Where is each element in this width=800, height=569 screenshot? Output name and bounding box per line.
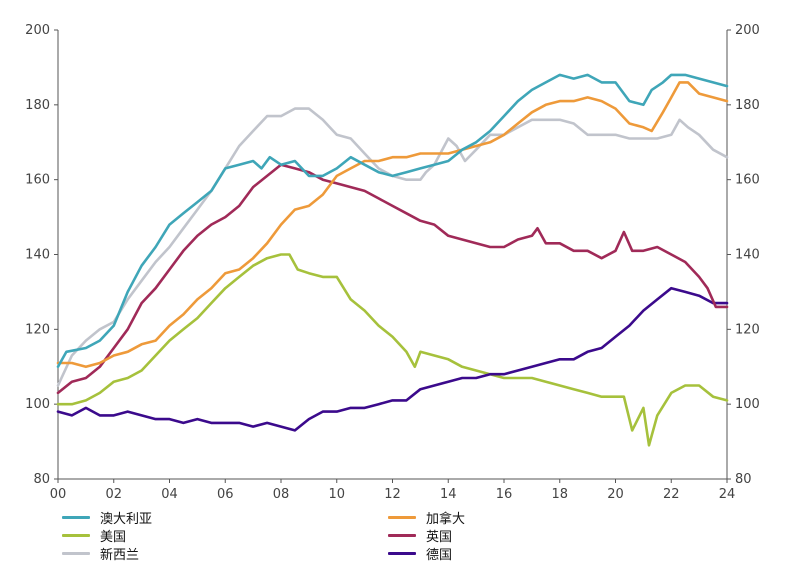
y-tick-label-left: 100: [25, 397, 50, 412]
y-tick-label-left: 200: [25, 23, 50, 38]
legend-label-new-zealand: 新西兰: [100, 547, 140, 563]
series-line-new-zealand: [56, 107, 729, 387]
series-line-usa: [56, 253, 729, 447]
legend-swatch-germany: [388, 551, 416, 555]
legend-label-usa: 美国: [100, 529, 127, 545]
x-tick-label: 02: [105, 487, 122, 502]
legend-item-usa: 美国: [62, 526, 127, 545]
legend-item-germany: 德国: [388, 544, 453, 563]
x-tick-label: 24: [719, 487, 736, 502]
legend-item-canada: 加拿大: [388, 508, 466, 527]
x-tick-label: 16: [496, 487, 513, 502]
legend-label-australia: 澳大利亚: [100, 511, 153, 527]
y-tick-label-right: 160: [735, 173, 760, 188]
legend-swatch-new-zealand: [62, 551, 90, 555]
x-tick-label: 00: [50, 487, 67, 502]
x-tick-label: 18: [551, 487, 568, 502]
y-tick-label-right: 80: [735, 472, 752, 487]
x-tick-label: 10: [328, 487, 345, 502]
y-tick-label-left: 120: [25, 322, 50, 337]
x-tick-label: 06: [217, 487, 234, 502]
y-tick-label-left: 80: [33, 472, 50, 487]
legend-swatch-australia: [62, 515, 90, 519]
x-tick-label: 08: [273, 487, 290, 502]
legend-label-uk: 英国: [426, 529, 453, 545]
y-tick-label-left: 140: [25, 248, 50, 263]
x-tick-label: 14: [440, 487, 457, 502]
legend-label-canada: 加拿大: [426, 511, 466, 527]
x-tick-label: 04: [161, 487, 178, 502]
legend-swatch-canada: [388, 515, 416, 519]
chart-series-lines: [56, 73, 729, 447]
series-line-australia: [56, 73, 729, 369]
y-tick-label-right: 120: [735, 322, 760, 337]
x-tick-label: 22: [663, 487, 680, 502]
legend-swatch-uk: [388, 533, 416, 537]
series-line-uk: [56, 163, 729, 395]
y-tick-label-right: 180: [735, 98, 760, 113]
y-tick-label-right: 100: [735, 397, 760, 412]
y-tick-label-left: 160: [25, 173, 50, 188]
y-tick-label-left: 180: [25, 98, 50, 113]
legend-item-australia: 澳大利亚: [62, 508, 153, 527]
x-tick-label: 12: [384, 487, 401, 502]
legend-label-germany: 德国: [426, 547, 453, 563]
series-line-canada: [56, 81, 729, 369]
series-line-germany: [56, 286, 729, 432]
y-tick-label-right: 200: [735, 23, 760, 38]
legend-swatch-usa: [62, 533, 90, 537]
legend-item-uk: 英国: [388, 526, 453, 545]
x-tick-label: 20: [607, 487, 624, 502]
y-tick-label-right: 140: [735, 248, 760, 263]
legend-item-new-zealand: 新西兰: [62, 544, 140, 563]
chart-legend: 澳大利亚 美国 新西兰 加拿大 英国 德国: [62, 508, 762, 564]
